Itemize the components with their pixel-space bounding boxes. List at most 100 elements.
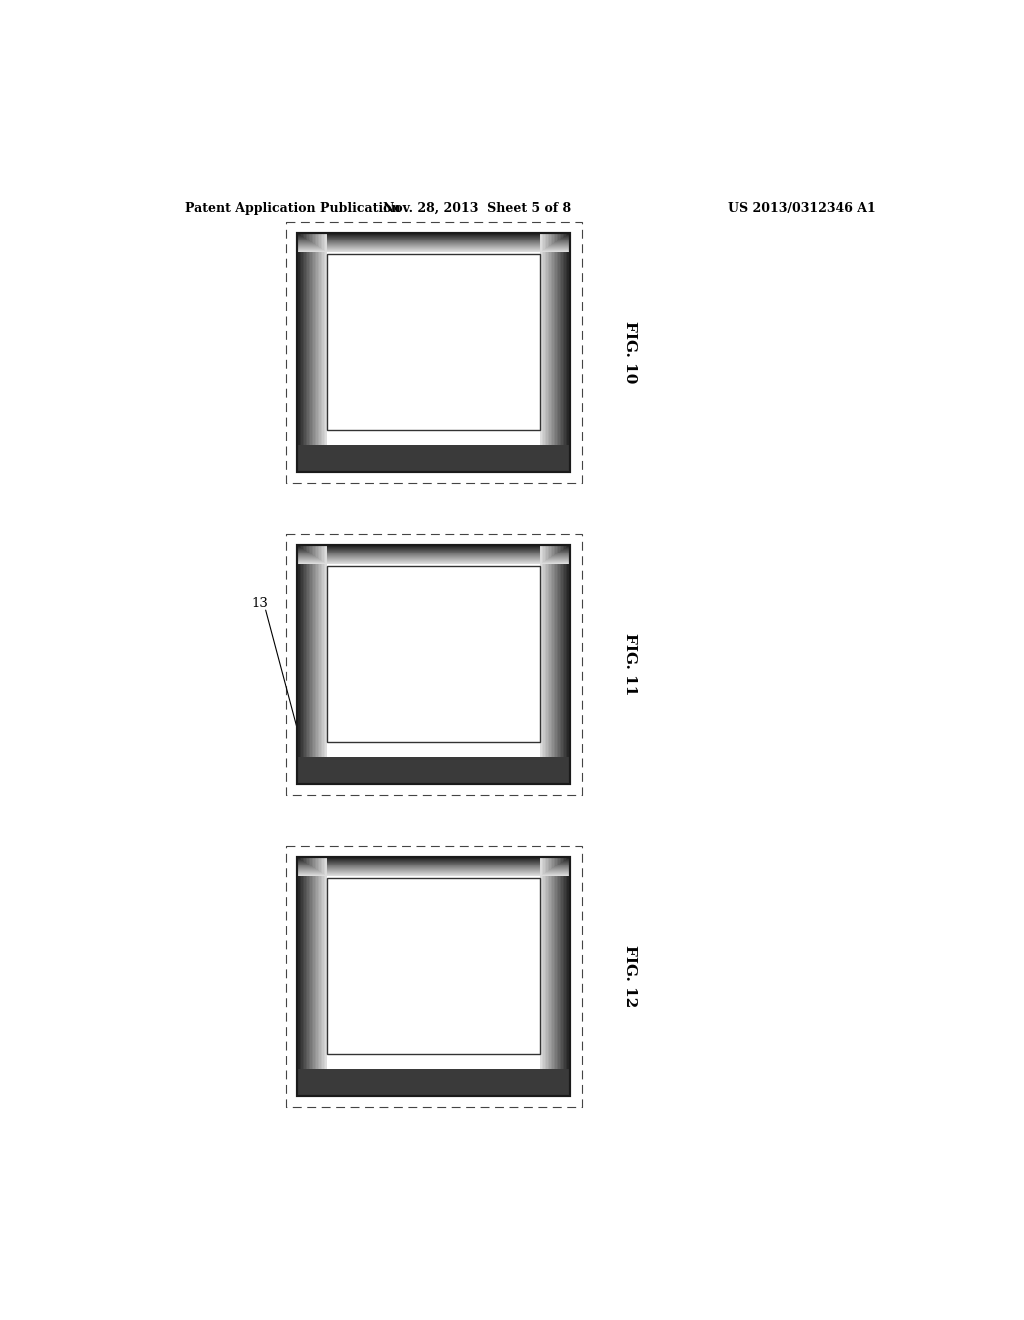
Bar — [567, 857, 569, 1096]
Bar — [321, 857, 323, 1096]
Bar — [564, 234, 566, 473]
Bar — [547, 234, 548, 473]
Text: 13: 13 — [251, 597, 268, 610]
Bar — [544, 545, 545, 784]
Bar — [324, 545, 326, 784]
Bar — [323, 234, 324, 473]
Bar — [323, 857, 324, 1096]
Bar — [297, 857, 298, 1096]
Bar — [314, 545, 316, 784]
Bar — [555, 234, 557, 473]
Bar — [566, 545, 567, 784]
Bar — [548, 545, 549, 784]
Bar — [308, 234, 310, 473]
Bar — [327, 566, 541, 742]
Bar — [297, 545, 570, 784]
Bar — [311, 857, 313, 1096]
Bar — [327, 878, 541, 1055]
Bar — [549, 857, 551, 1096]
Bar — [551, 857, 552, 1096]
Bar — [554, 234, 555, 473]
Bar — [304, 857, 306, 1096]
Bar — [555, 857, 557, 1096]
Bar — [541, 545, 542, 784]
Bar — [548, 234, 549, 473]
Bar — [545, 857, 547, 1096]
Bar — [551, 545, 552, 784]
Bar — [561, 234, 563, 473]
Bar — [563, 234, 564, 473]
Bar — [310, 857, 311, 1096]
Bar — [304, 545, 306, 784]
Bar — [297, 545, 298, 784]
Bar — [563, 545, 564, 784]
Bar — [301, 857, 303, 1096]
Text: FIG. 12: FIG. 12 — [623, 945, 637, 1007]
Bar — [542, 545, 544, 784]
Bar — [297, 234, 298, 473]
Bar — [297, 857, 570, 1096]
Bar — [286, 535, 582, 795]
Bar — [547, 545, 548, 784]
Bar — [544, 857, 545, 1096]
Text: US 2013/0312346 A1: US 2013/0312346 A1 — [728, 202, 877, 215]
Bar — [323, 545, 324, 784]
Bar — [286, 222, 582, 483]
Bar — [564, 857, 566, 1096]
Bar — [547, 857, 548, 1096]
Bar — [552, 234, 554, 473]
Bar — [303, 545, 304, 784]
Text: FIG. 11: FIG. 11 — [623, 634, 637, 696]
Bar — [569, 545, 570, 784]
Bar — [549, 234, 551, 473]
Bar — [298, 857, 300, 1096]
Bar — [310, 234, 311, 473]
Bar — [286, 846, 582, 1107]
Bar — [308, 857, 310, 1096]
Text: Patent Application Publication: Patent Application Publication — [184, 202, 400, 215]
Bar — [298, 234, 300, 473]
Bar — [324, 857, 326, 1096]
Bar — [314, 857, 316, 1096]
Bar — [326, 234, 327, 473]
Bar — [316, 234, 317, 473]
Bar — [307, 234, 308, 473]
Bar — [569, 857, 570, 1096]
Bar — [326, 545, 327, 784]
Text: Nov. 28, 2013  Sheet 5 of 8: Nov. 28, 2013 Sheet 5 of 8 — [383, 202, 570, 215]
Bar — [558, 234, 560, 473]
Bar — [300, 545, 301, 784]
Bar — [563, 857, 564, 1096]
Bar — [327, 253, 541, 430]
Bar — [311, 234, 313, 473]
Bar — [554, 545, 555, 784]
Bar — [548, 857, 549, 1096]
Bar — [541, 234, 542, 473]
Text: FIG. 10: FIG. 10 — [623, 321, 637, 384]
Bar — [552, 857, 554, 1096]
Bar — [549, 545, 551, 784]
Bar — [297, 234, 570, 473]
Bar — [307, 545, 308, 784]
Bar — [555, 545, 557, 784]
Bar — [300, 857, 301, 1096]
Bar — [560, 545, 561, 784]
Bar — [306, 545, 307, 784]
Bar — [306, 234, 307, 473]
Bar — [319, 234, 321, 473]
Bar — [313, 545, 314, 784]
Bar — [561, 857, 563, 1096]
Bar — [317, 857, 319, 1096]
Bar — [558, 857, 560, 1096]
Bar — [298, 545, 300, 784]
Bar — [557, 545, 558, 784]
Bar — [567, 545, 569, 784]
Bar — [301, 234, 303, 473]
Bar — [313, 857, 314, 1096]
Bar — [319, 857, 321, 1096]
Bar — [542, 234, 544, 473]
Bar — [314, 234, 316, 473]
Bar — [541, 857, 542, 1096]
Bar — [567, 234, 569, 473]
Bar — [319, 545, 321, 784]
